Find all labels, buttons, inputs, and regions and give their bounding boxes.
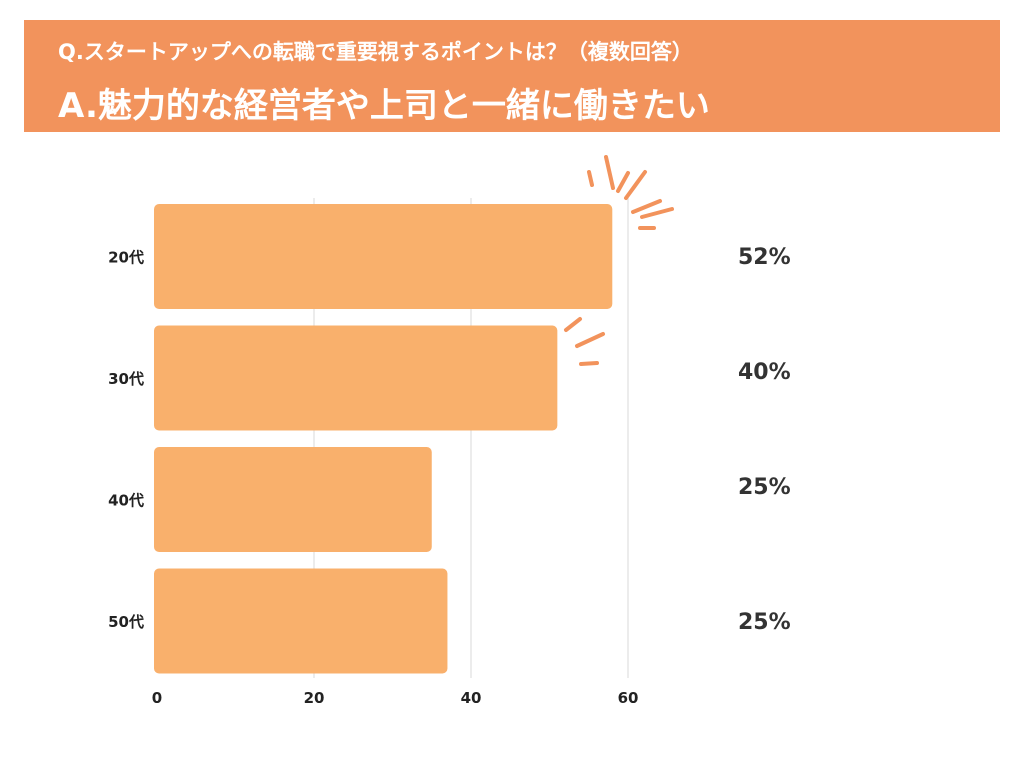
question-text: Q.スタートアップへの転職で重要視するポイントは？（複数回答）: [58, 40, 693, 64]
x-tick-label: 0: [152, 689, 162, 707]
emphasis-stroke: [631, 199, 662, 214]
emphasis-stroke: [604, 155, 615, 190]
category-label: 30代: [108, 370, 144, 388]
category-label: 20代: [108, 249, 144, 267]
emphasis-stroke: [579, 361, 599, 366]
value-label: 40%: [738, 360, 791, 385]
category-label: 40代: [108, 492, 144, 510]
emphasis-stroke: [564, 317, 582, 332]
category-label: 50代: [108, 613, 144, 631]
bar: [154, 568, 448, 674]
emphasis-stroke: [640, 207, 674, 219]
answer-text: A.魅力的な経営者や上司と一緒に働きたい: [58, 86, 710, 126]
x-tick-label: 60: [618, 689, 639, 707]
value-label: 25%: [738, 475, 791, 500]
highlight-decoration: [564, 155, 674, 366]
value-label: 52%: [738, 245, 791, 270]
bar: [154, 325, 558, 431]
bar: [154, 447, 432, 552]
x-tick-label: 20: [304, 689, 325, 707]
labels: 0 20 40 60 20代 52% 30代 40% 40代 25% 50代 25%: [108, 245, 791, 707]
bar: [154, 204, 613, 309]
emphasis-stroke: [575, 332, 605, 348]
header-banner: Q.スタートアップへの転職で重要視するポイントは？（複数回答） A.魅力的な経営…: [24, 20, 1000, 132]
bars: [154, 204, 613, 674]
value-label: 25%: [738, 610, 791, 635]
emphasis-stroke: [624, 170, 647, 200]
emphasis-stroke: [587, 170, 594, 187]
x-tick-label: 40: [461, 689, 482, 707]
emphasis-stroke: [616, 171, 630, 193]
